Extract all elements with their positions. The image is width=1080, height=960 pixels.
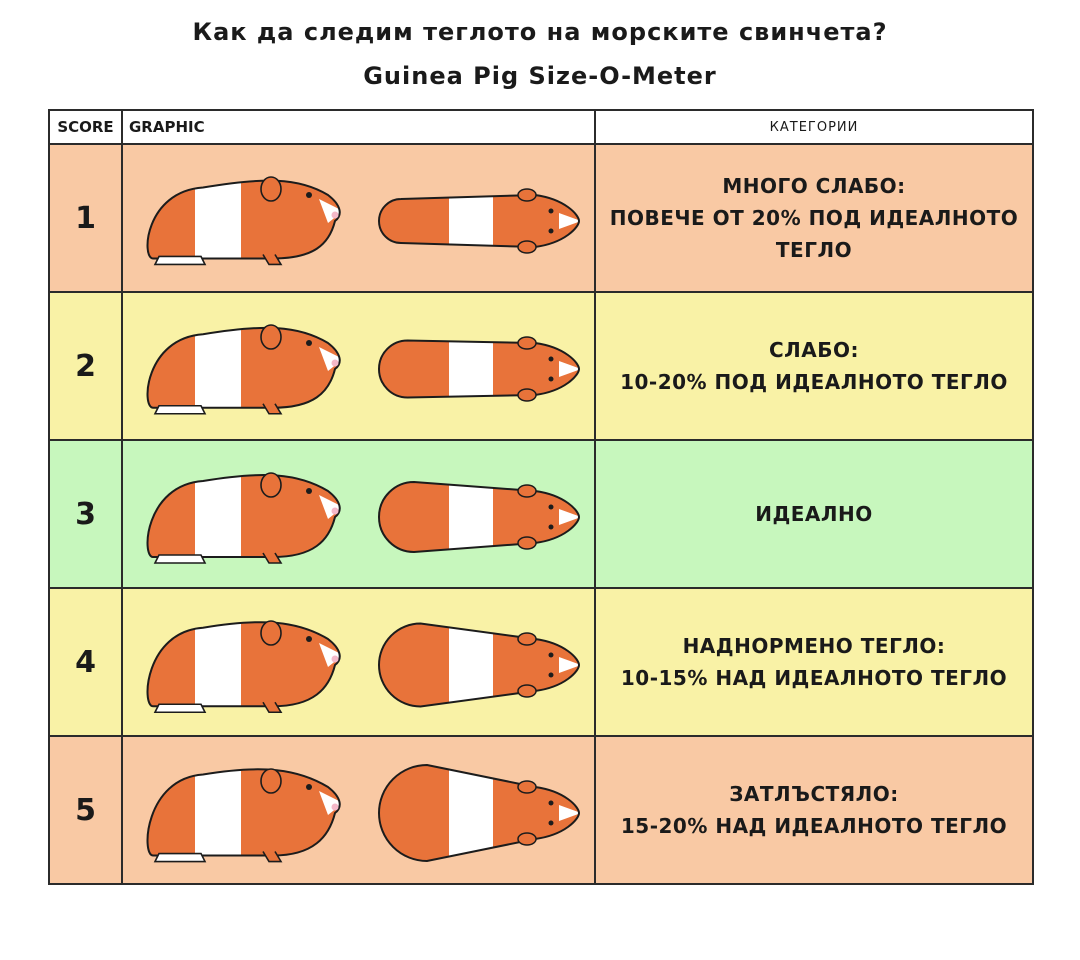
table-header-row: SCORE GRAPHIC КАТЕГОРИИ (48, 109, 1034, 145)
table-row: 5 ЗАТЛЪСТЯЛО: 15-20% НАД ИДЕАЛНОТО ТЕГЛО (48, 735, 1034, 885)
guinea-pig-illustration (146, 472, 581, 564)
guinea-pig-top-icon (378, 622, 581, 708)
guinea-pig-side-icon (146, 472, 341, 564)
graphic-cell (121, 143, 596, 293)
header-score: SCORE (48, 109, 123, 145)
score-cell: 3 (48, 439, 123, 589)
score-cell: 2 (48, 291, 123, 441)
graphic-cell (121, 291, 596, 441)
guinea-pig-side-icon (146, 620, 341, 714)
guinea-pig-side-icon (146, 768, 341, 863)
score-cell: 5 (48, 735, 123, 885)
guinea-pig-side-icon (146, 324, 341, 415)
page-title: Как да следим теглото на морските свинче… (192, 18, 888, 46)
category-cell: МНОГО СЛАБО: ПОВЕЧЕ ОТ 20% ПОД ИДЕАЛНОТО Т… (594, 143, 1034, 293)
score-cell: 4 (48, 587, 123, 737)
category-line: ТЕГЛО (775, 238, 853, 262)
guinea-pig-illustration (146, 763, 581, 863)
guinea-pig-illustration (146, 324, 581, 415)
graphic-cell (121, 735, 596, 885)
category-line: 10-20% ПОД ИДЕАЛНОТО ТЕГЛО (620, 370, 1008, 394)
guinea-pig-side-icon (146, 176, 341, 266)
table-row: 2 СЛАБО: 10-20% ПОД ИДЕАЛНОТО ТЕГЛО (48, 291, 1034, 441)
category-line: СЛАБО: (768, 338, 859, 362)
guinea-pig-top-icon (378, 763, 581, 863)
page-subtitle: Guinea Pig Size-O-Meter (363, 62, 717, 90)
guinea-pig-top-icon (378, 188, 581, 254)
category-line: ИДЕАЛНО (755, 502, 873, 526)
category-cell: ИДЕАЛНО (594, 439, 1034, 589)
table-row: 1 МНОГО СЛАБО: ПОВЕЧЕ ОТ 20% ПОД ИДЕАЛНОТО… (48, 143, 1034, 293)
category-cell: ЗАТЛЪСТЯЛО: 15-20% НАД ИДЕАЛНОТО ТЕГЛО (594, 735, 1034, 885)
table-row: 4 НАДНОРМЕНО ТЕГЛО: 10-15% НАД ИДЕАЛНОТО Т… (48, 587, 1034, 737)
guinea-pig-top-icon (378, 480, 581, 554)
graphic-cell (121, 587, 596, 737)
guinea-pig-illustration (146, 620, 581, 714)
category-line: 10-15% НАД ИДЕАЛНОТО ТЕГЛО (620, 666, 1008, 690)
guinea-pig-illustration (146, 176, 581, 266)
score-cell: 1 (48, 143, 123, 293)
size-o-meter-table: SCORE GRAPHIC КАТЕГОРИИ 1 МНОГО СЛАБО: ПОВ… (48, 109, 1034, 885)
table-row: 3 ИДЕАЛНО (48, 439, 1034, 589)
graphic-cell (121, 439, 596, 589)
category-line: ПОВЕЧЕ ОТ 20% ПОД ИДЕАЛНОТО (609, 206, 1019, 230)
category-line: НАДНОРМЕНО ТЕГЛО: (682, 634, 946, 658)
header-category: КАТЕГОРИИ (594, 109, 1034, 145)
category-line: 15-20% НАД ИДЕАЛНОТО ТЕГЛО (620, 814, 1008, 838)
header-graphic: GRAPHIC (121, 109, 596, 145)
category-line: ЗАТЛЪСТЯЛО: (729, 782, 899, 806)
guinea-pig-top-icon (378, 336, 581, 402)
category-cell: СЛАБО: 10-20% ПОД ИДЕАЛНОТО ТЕГЛО (594, 291, 1034, 441)
category-cell: НАДНОРМЕНО ТЕГЛО: 10-15% НАД ИДЕАЛНОТО ТЕ… (594, 587, 1034, 737)
category-line: МНОГО СЛАБО: (722, 174, 906, 198)
